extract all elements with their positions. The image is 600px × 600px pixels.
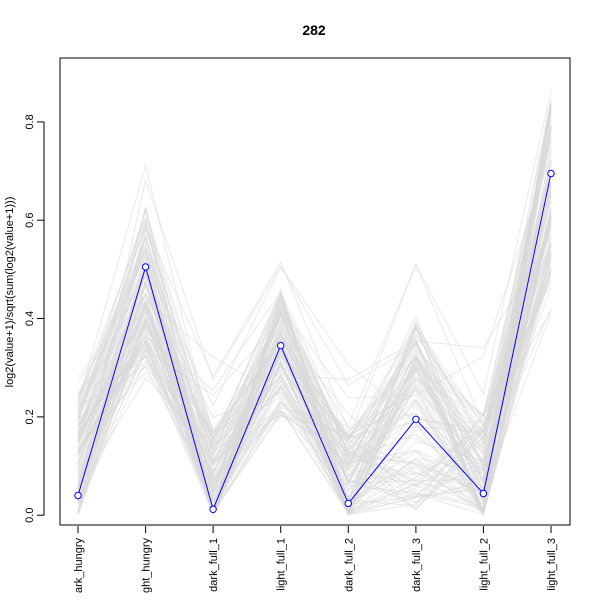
y-axis-label: log2(value+1)/sqrt(sum(log2(value+1))) xyxy=(4,197,16,388)
background-series-line xyxy=(77,181,552,515)
x-tick-label: dark_full_2 xyxy=(343,538,355,592)
y-tick-label: 0.0 xyxy=(24,508,36,523)
background-series-line xyxy=(77,188,552,503)
background-series-line xyxy=(77,162,552,514)
background-series-line xyxy=(77,217,552,461)
background-series-line xyxy=(77,105,552,514)
x-tick-label: dark_full_1 xyxy=(208,538,220,592)
highlight-point xyxy=(209,505,217,513)
x-axis: ark_hungry ght_hungry dark_full_1 light_ful… xyxy=(73,526,558,593)
highlight-series-line xyxy=(77,173,552,511)
x-tick-label: light_full_1 xyxy=(276,538,288,591)
y-tick-label: 0.8 xyxy=(24,114,36,129)
highlight-point xyxy=(344,499,352,508)
background-series-line xyxy=(77,225,552,516)
background-series-line xyxy=(77,241,552,511)
background-series-line xyxy=(77,162,552,501)
background-series-line xyxy=(77,101,552,505)
x-tick-label: light_full_2 xyxy=(478,538,490,591)
y-tick-label: 0.2 xyxy=(24,409,36,424)
background-series-line xyxy=(77,217,552,515)
x-tick-label: dark_full_3 xyxy=(411,538,423,592)
highlight-point xyxy=(141,263,150,271)
plot-frame xyxy=(59,57,571,526)
highlight-point xyxy=(277,341,285,350)
chart-title: 282 xyxy=(302,22,326,38)
y-axis: 0.0 0.2 0.4 0.6 0.8 xyxy=(24,114,45,523)
background-series-line xyxy=(77,125,552,490)
x-tick-label: light_full_3 xyxy=(546,538,558,591)
background-series-line xyxy=(77,216,552,512)
y-tick-label: 0.4 xyxy=(24,311,36,326)
x-tick-label: ark_hungry xyxy=(73,538,85,594)
highlight-point xyxy=(412,415,420,423)
highlight-point xyxy=(479,489,488,498)
background-series-line xyxy=(77,161,552,503)
y-tick-label: 0.6 xyxy=(24,213,36,228)
highlight-series-group xyxy=(74,169,555,513)
background-series-line xyxy=(77,153,552,476)
background-series-line xyxy=(77,139,552,503)
background-series-line xyxy=(77,245,552,513)
background-series-line xyxy=(77,220,552,516)
background-series-line xyxy=(77,274,552,516)
x-tick-label: ght_hungry xyxy=(141,538,153,594)
background-series-line xyxy=(77,161,552,515)
background-series-line xyxy=(77,252,552,515)
highlight-point xyxy=(547,169,555,178)
background-series-group xyxy=(77,90,552,517)
highlight-point xyxy=(74,491,82,500)
